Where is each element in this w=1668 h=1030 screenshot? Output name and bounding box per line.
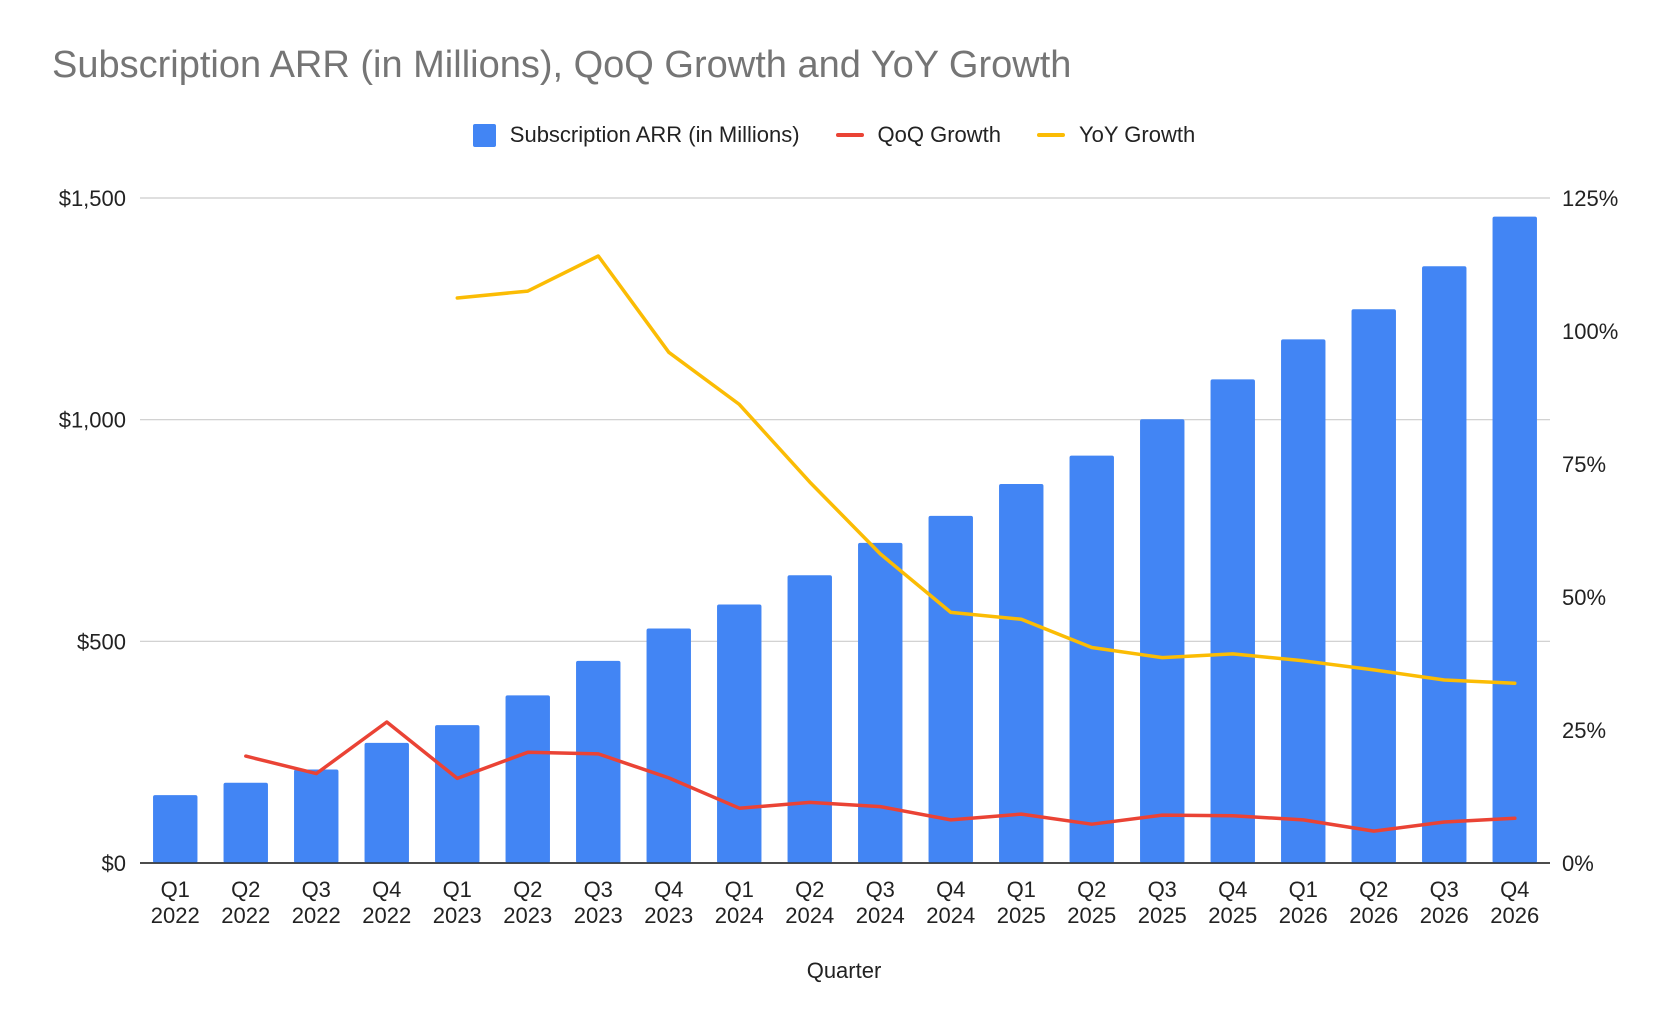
- x-axis-label: Quarter: [807, 958, 882, 983]
- y-tick-label-right: 125%: [1562, 186, 1618, 211]
- gridlines: [140, 197, 1550, 864]
- x-tick-label: Q3 2026: [1420, 877, 1469, 928]
- chart-title: Subscription ARR (in Millions), QoQ Grow…: [52, 44, 1072, 86]
- x-tick-label: Q3 2024: [856, 877, 905, 928]
- bar[interactable]: [1069, 455, 1114, 863]
- x-tick-label: Q2 2026: [1349, 877, 1398, 928]
- x-tick-label: Q1 2026: [1279, 877, 1328, 928]
- bar[interactable]: [294, 769, 339, 863]
- bar[interactable]: [1492, 216, 1537, 863]
- y-tick-label-left: $1,500: [59, 186, 126, 211]
- bar-series-arr: [140, 216, 1550, 864]
- bar[interactable]: [435, 725, 480, 863]
- bar[interactable]: [717, 604, 762, 863]
- x-tick-label: Q4 2026: [1490, 877, 1539, 928]
- x-tick-label: Q2 2023: [503, 877, 552, 928]
- legend-swatch-qoq: [835, 133, 864, 137]
- line-qoq-growth[interactable]: [244, 720, 1517, 833]
- bar[interactable]: [858, 542, 903, 863]
- legend-item-arr[interactable]: Subscription ARR (in Millions): [472, 122, 800, 148]
- bar[interactable]: [576, 660, 621, 863]
- x-tick-label: Q3 2025: [1138, 877, 1187, 928]
- legend-label-yoy: YoY Growth: [1079, 122, 1196, 147]
- x-tick-label: Q3 2023: [574, 877, 623, 928]
- x-tick-label: Q3 2022: [292, 877, 341, 928]
- y-tick-label-right: 0%: [1562, 851, 1594, 876]
- bar[interactable]: [1140, 419, 1185, 863]
- x-tick-label: Q4 2025: [1208, 877, 1257, 928]
- legend-item-yoy[interactable]: YoY Growth: [1037, 122, 1195, 148]
- bar[interactable]: [1210, 379, 1255, 863]
- legend-swatch-yoy: [1037, 133, 1066, 137]
- x-tick-label: Q4 2022: [362, 877, 411, 928]
- legend: Subscription ARR (in Millions) QoQ Growt…: [0, 122, 1668, 148]
- bar[interactable]: [1351, 309, 1396, 863]
- bar[interactable]: [646, 628, 691, 863]
- x-tick-label: Q1 2025: [997, 877, 1046, 928]
- x-axis: Q1 2022 Q2 2022 Q3 2022 Q4 2022 Q1 2023 Q2 2023 Q3 20…: [151, 877, 1539, 928]
- y-axis-left: $0 $500 $1,000 $1,500: [59, 186, 126, 876]
- x-tick-label: Q2 2024: [785, 877, 834, 928]
- y-tick-label-right: 50%: [1562, 585, 1606, 610]
- bar[interactable]: [153, 795, 198, 863]
- line-series: [244, 254, 1517, 833]
- legend-swatch-arr: [472, 123, 496, 147]
- line-yoy-growth[interactable]: [455, 254, 1517, 685]
- y-axis-right: 0% 25% 50% 75% 100% 125%: [1562, 186, 1618, 876]
- bar[interactable]: [1422, 266, 1467, 864]
- legend-label-qoq: QoQ Growth: [877, 122, 1002, 147]
- x-tick-label: Q4 2024: [926, 877, 975, 928]
- x-tick-label: Q1 2024: [715, 877, 764, 928]
- bar[interactable]: [999, 483, 1044, 863]
- bar[interactable]: [505, 695, 550, 863]
- y-tick-label-left: $1,000: [59, 408, 126, 433]
- y-tick-label-right: 25%: [1562, 718, 1606, 743]
- y-tick-label-left: $0: [102, 851, 126, 876]
- x-tick-label: Q2 2022: [221, 877, 270, 928]
- bar[interactable]: [364, 742, 409, 863]
- bar[interactable]: [1281, 339, 1326, 863]
- legend-label-arr: Subscription ARR (in Millions): [509, 122, 800, 147]
- y-tick-label-left: $500: [77, 629, 126, 654]
- x-tick-label: Q2 2025: [1067, 877, 1116, 928]
- bar[interactable]: [928, 515, 973, 863]
- y-tick-label-right: 100%: [1562, 319, 1618, 344]
- x-tick-label: Q4 2023: [644, 877, 693, 928]
- x-tick-label: Q1 2023: [433, 877, 482, 928]
- bar[interactable]: [787, 575, 832, 863]
- y-tick-label-right: 75%: [1562, 452, 1606, 477]
- bar[interactable]: [223, 782, 268, 863]
- legend-item-qoq[interactable]: QoQ Growth: [835, 122, 1002, 148]
- x-tick-label: Q1 2022: [151, 877, 200, 928]
